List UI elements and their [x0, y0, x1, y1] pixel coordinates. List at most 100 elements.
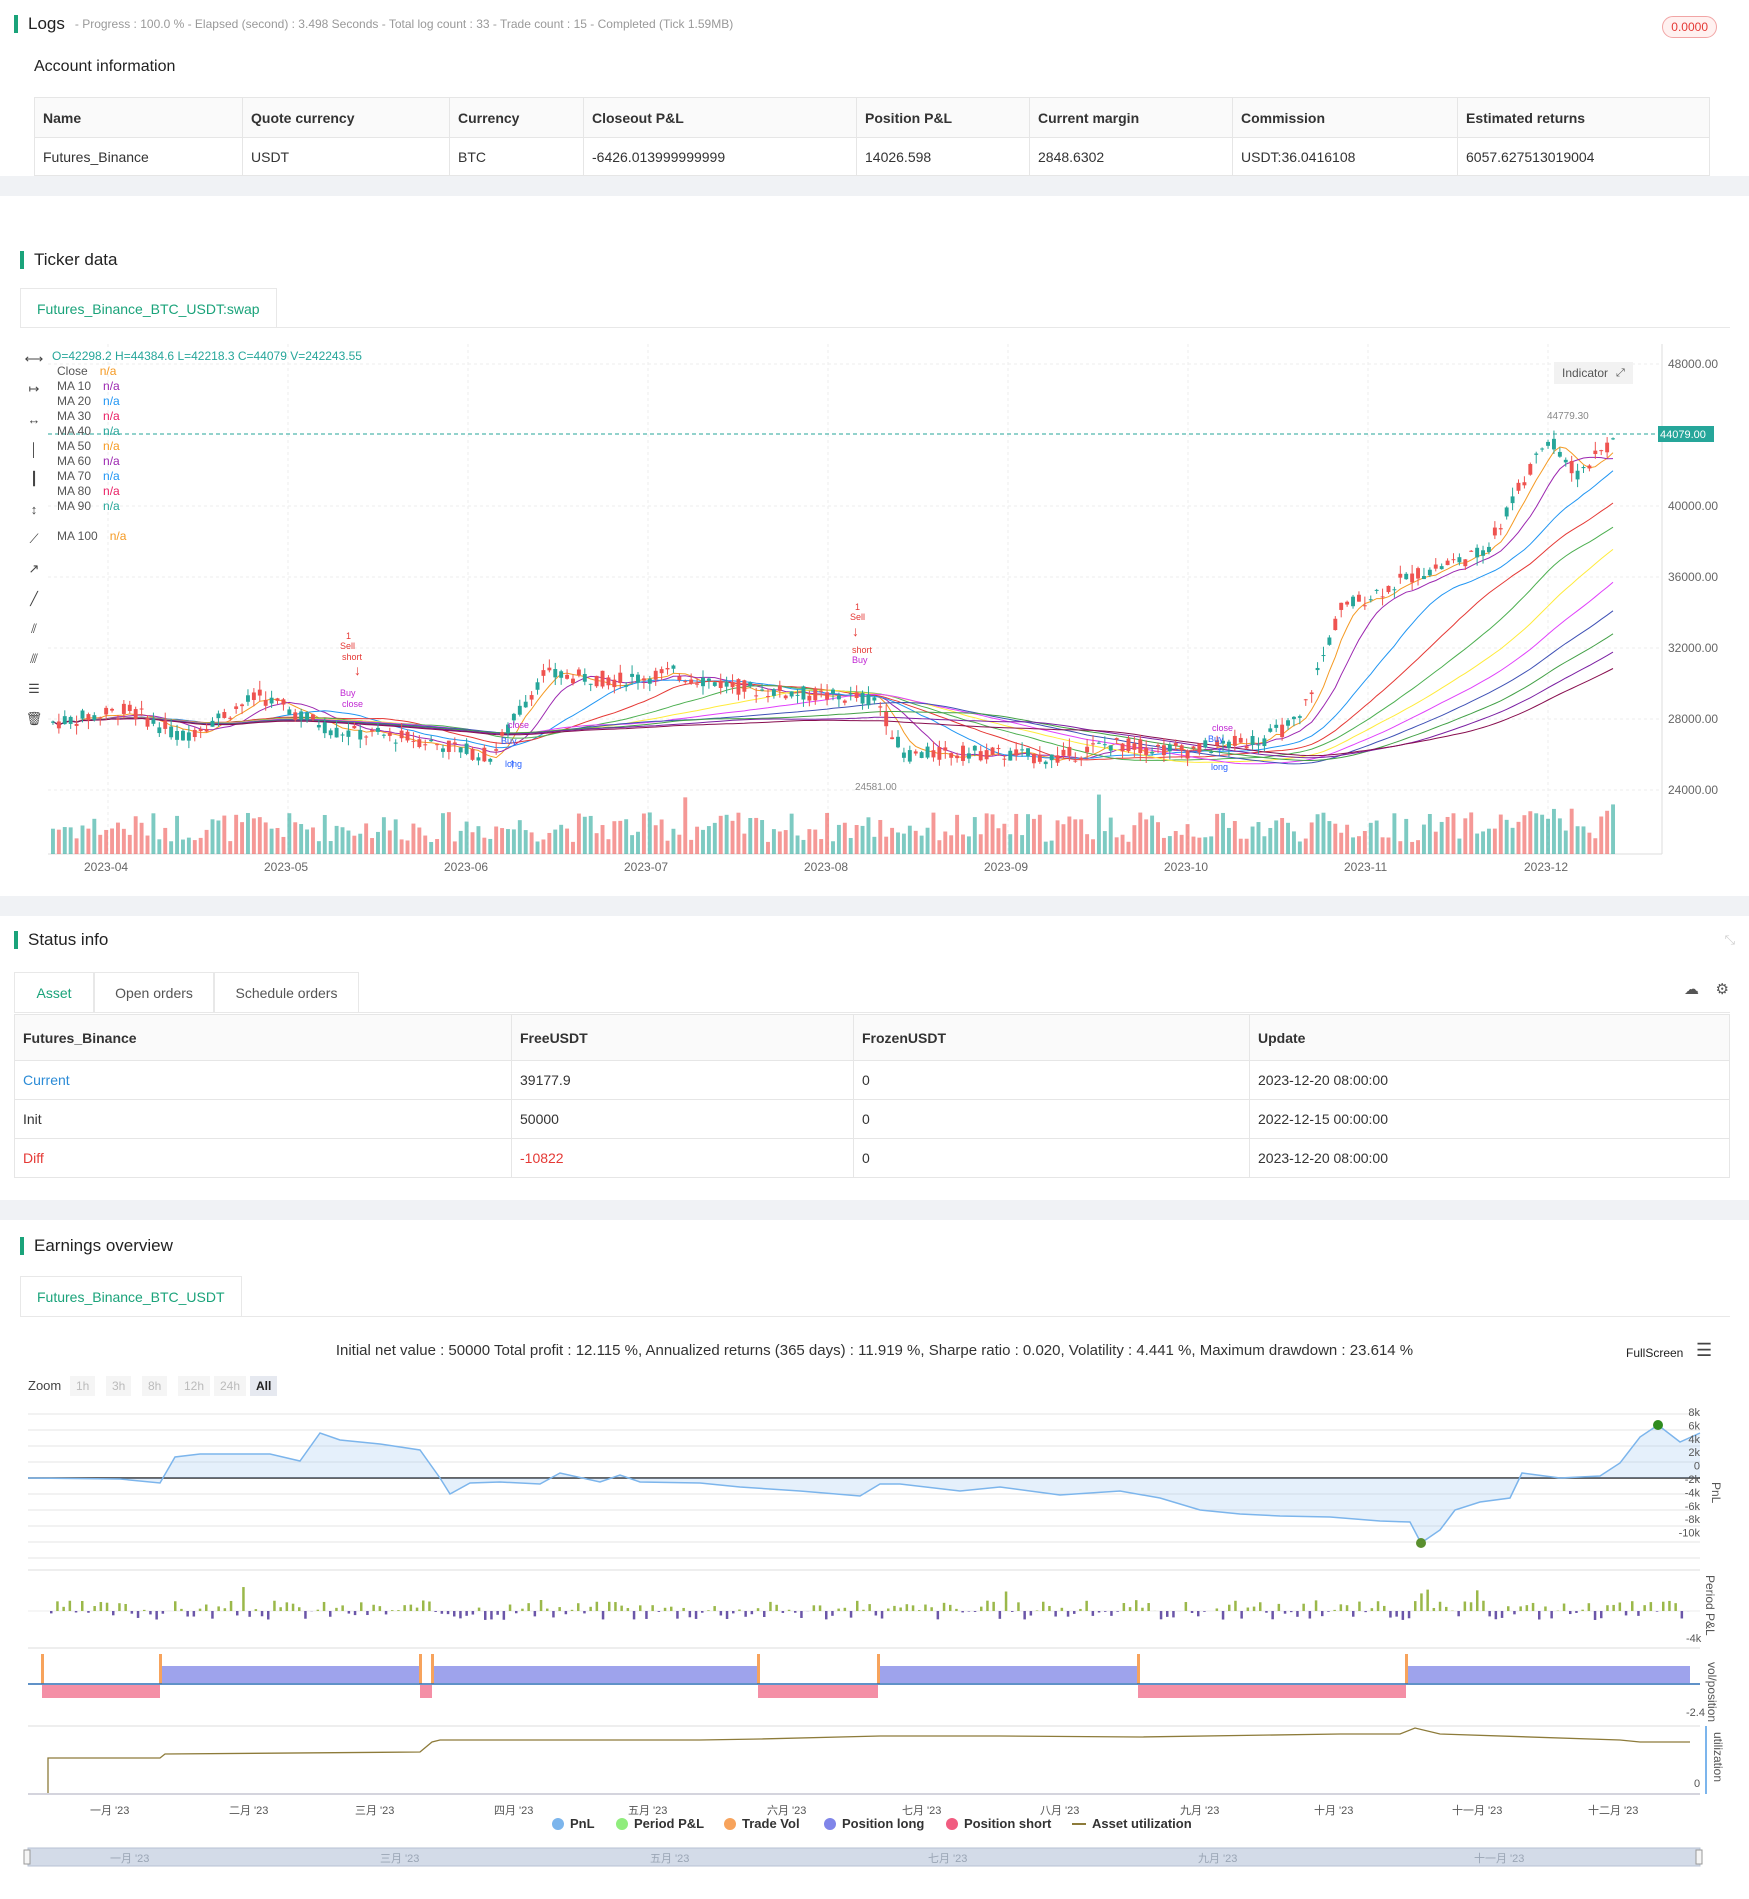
trade-vol-bar: [1137, 1654, 1140, 1684]
trend-line-icon[interactable]: ⟋: [29, 531, 39, 546]
volume-bar: [547, 832, 552, 854]
ma-legend-item[interactable]: MA 40 n/a: [57, 424, 120, 438]
period-pnl-bar: [961, 1611, 964, 1613]
zoom-3h-button[interactable]: 3h: [106, 1376, 132, 1396]
candlestick-chart[interactable]: 44779.30 24581.00 1 Sell short ↓ Buy clo…: [0, 196, 1749, 896]
ma-legend-item[interactable]: MA 80 n/a: [57, 484, 120, 498]
tab-ticker-symbol[interactable]: Futures_Binance_BTC_USDT:swap: [20, 288, 277, 328]
period-pnl-bar: [856, 1600, 859, 1611]
legend-period-pnl[interactable]: Period P&L: [616, 1816, 704, 1831]
legend-trade-vol[interactable]: Trade Vol: [724, 1816, 800, 1831]
zoom-8h-button[interactable]: 8h: [142, 1376, 168, 1396]
account-col-header: Closeout P&L: [583, 97, 857, 138]
horizontal-line-icon[interactable]: ⟷: [24, 351, 44, 366]
volume-bar: [1197, 837, 1202, 854]
candle-body: [1522, 482, 1527, 486]
fullscreen-button[interactable]: FullScreen: [1626, 1346, 1684, 1360]
delete-icon[interactable]: 🗑: [25, 711, 43, 726]
candle-body: [1351, 596, 1355, 607]
candle-body: [1274, 724, 1279, 728]
zoom-24h-button[interactable]: 24h: [214, 1376, 247, 1396]
volume-bar: [1120, 834, 1125, 854]
candle-body: [1203, 740, 1208, 748]
ma-legend-item[interactable]: MA 100 n/a: [57, 529, 126, 543]
volume-bar: [1167, 836, 1172, 854]
volume-bar: [110, 828, 115, 854]
period-pnl-bar: [1600, 1611, 1603, 1619]
ma-legend-item[interactable]: MA 10 n/a: [57, 379, 120, 393]
legend-asset-utilization[interactable]: Asset utilization: [1072, 1816, 1192, 1831]
settings-gear-icon[interactable]: ⚙: [1715, 981, 1729, 998]
ma-legend-item[interactable]: MA 50 n/a: [57, 439, 120, 453]
account-cell: BTC: [449, 137, 584, 176]
price-channel-icon[interactable]: ⫽: [31, 621, 37, 636]
volume-bar: [706, 826, 711, 854]
period-pnl-bar: [508, 1604, 512, 1611]
volume-bar: [1150, 815, 1155, 854]
volume-bar: [1416, 840, 1420, 854]
volume-bar: [1587, 832, 1592, 854]
tab-earnings-symbol[interactable]: Futures_Binance_BTC_USDT: [20, 1276, 242, 1316]
menu-hamburger-icon[interactable]: ☰: [1696, 1340, 1713, 1360]
period-pnl-bar: [862, 1609, 865, 1611]
navigator-right-handle[interactable]: [1695, 1849, 1703, 1865]
x-tick-label: 2023-11: [1344, 860, 1387, 874]
candle-body: [1611, 438, 1615, 440]
period-pnl-bar: [1221, 1611, 1225, 1620]
fibonacci-icon[interactable]: ☰: [28, 681, 40, 696]
ma-legend-item[interactable]: MA 90 n/a: [57, 499, 120, 513]
period-pnl-bar: [930, 1607, 933, 1611]
low-price-label: 24581.00: [855, 782, 897, 793]
parallel-line-icon[interactable]: ⫻: [30, 651, 38, 666]
volume-bar: [151, 813, 156, 854]
period-pnl-bar: [1631, 1601, 1634, 1611]
tab-asset[interactable]: Asset: [14, 972, 94, 1012]
segment-icon[interactable]: ╱: [30, 591, 38, 606]
collapse-icon[interactable]: ⤡: [1724, 932, 1735, 947]
ma-legend-item[interactable]: MA 30 n/a: [57, 409, 120, 423]
horizontal-ray-icon[interactable]: ↦: [28, 381, 40, 396]
zoom-1h-button[interactable]: 1h: [70, 1376, 96, 1396]
account-cell: USDT:36.0416108: [1232, 137, 1458, 176]
legend-position-short[interactable]: Position short: [946, 1816, 1051, 1831]
zoom-12h-button[interactable]: 12h: [178, 1376, 211, 1396]
period-pnl-bar: [229, 1600, 233, 1611]
period-pnl-bar: [1215, 1608, 1219, 1611]
candle-body: [482, 747, 487, 762]
logs-badge[interactable]: 0.0000: [1662, 16, 1717, 38]
ma-legend-item[interactable]: MA 70 n/a: [57, 469, 120, 483]
ma-legend-item[interactable]: MA 60 n/a: [57, 454, 120, 468]
legend-label: Asset utilization: [1092, 1816, 1192, 1831]
volume-bar: [972, 817, 977, 854]
ma-legend-item[interactable]: MA 20 n/a: [57, 394, 120, 408]
volume-bar: [984, 813, 989, 854]
ma-legend-item[interactable]: Close n/a: [57, 364, 116, 378]
extended-line-icon[interactable]: ↔: [27, 411, 41, 427]
period-pnl-bar: [1463, 1601, 1467, 1611]
legend-position-long[interactable]: Position long: [824, 1816, 924, 1831]
vertical-line-icon[interactable]: │: [29, 441, 39, 457]
legend-pnl[interactable]: PnL: [552, 1816, 595, 1831]
vertical-segment-icon[interactable]: ┃: [30, 471, 38, 486]
candle-body: [133, 709, 138, 719]
volume-bar: [435, 839, 440, 854]
ma-legend-name: MA 100: [57, 529, 98, 543]
period-pnl-bar: [1649, 1602, 1653, 1611]
zoom-all-button[interactable]: All: [250, 1376, 278, 1396]
download-icon[interactable]: ☁: [1684, 981, 1699, 998]
candle-body: [1126, 738, 1131, 752]
indicator-button[interactable]: Indicator ⤢: [1554, 362, 1633, 384]
tab-open-orders[interactable]: Open orders: [94, 972, 214, 1012]
tab-schedule-orders[interactable]: Schedule orders: [214, 972, 359, 1012]
candle-body: [393, 742, 398, 744]
candle-body: [1321, 655, 1326, 657]
candle-body: [1374, 589, 1379, 591]
table-row: Init 50000 0 2022-12-15 00:00:00: [14, 1099, 1730, 1139]
trade-vol-bar: [877, 1654, 880, 1684]
navigator-range[interactable]: [27, 1847, 1701, 1867]
navigator-left-handle[interactable]: [23, 1849, 31, 1865]
price-range-icon[interactable]: ↕: [30, 501, 38, 517]
ray-line-icon[interactable]: ↗: [28, 561, 40, 576]
candle-body: [571, 678, 575, 684]
